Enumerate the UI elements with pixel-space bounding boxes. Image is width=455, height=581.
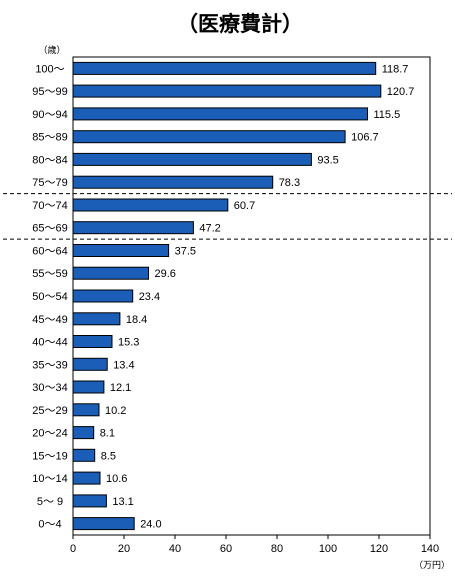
category-label: 0〜4 <box>38 519 61 531</box>
x-tick-labels: 0 20 40 60 80 100 120 140 <box>70 535 439 555</box>
separator-lines <box>3 193 452 240</box>
data-label: 78.3 <box>279 177 300 189</box>
bar <box>72 221 194 235</box>
category-label: 30〜34 <box>32 382 67 394</box>
data-label: 47.2 <box>199 223 220 235</box>
bar <box>72 517 135 531</box>
data-label: 115.5 <box>374 109 401 121</box>
category-label: 100〜 <box>35 63 64 75</box>
category-label: 60〜64 <box>32 246 67 258</box>
category-label: 65〜69 <box>32 223 67 235</box>
data-label: 60.7 <box>234 200 255 212</box>
data-label: 8.1 <box>100 428 115 440</box>
bar <box>72 130 346 144</box>
category-label: 55〜59 <box>32 268 67 280</box>
x-tick-label: 140 <box>421 543 439 555</box>
category-label: 20〜24 <box>32 428 67 440</box>
category-label: 85〜89 <box>32 132 67 144</box>
category-label: 35〜39 <box>32 359 67 371</box>
chart-title: （医療費計） <box>177 12 303 36</box>
data-label: 23.4 <box>139 291 160 303</box>
data-label: 24.0 <box>140 519 161 531</box>
bar <box>72 175 274 189</box>
x-axis-unit-label: （万円） <box>414 560 450 571</box>
x-tick-label: 80 <box>271 543 283 555</box>
bar <box>72 107 368 121</box>
bar <box>72 84 382 98</box>
x-tick-label: 100 <box>319 543 337 555</box>
bar <box>72 448 96 462</box>
category-label: 45〜49 <box>32 314 67 326</box>
bars-layer: 118.7 120.7 115.5 106.7 93.5 78.3 60.7 47.237.5… <box>72 61 415 531</box>
data-label: 13.1 <box>112 496 133 508</box>
bar <box>72 403 100 417</box>
bar <box>72 471 101 485</box>
x-tick-label: 0 <box>70 543 76 555</box>
bar <box>72 289 134 303</box>
y-axis-unit-label: （歳） <box>38 44 65 56</box>
data-label: 106.7 <box>351 132 379 144</box>
data-label: 37.5 <box>175 246 196 258</box>
category-label: 70〜74 <box>32 200 67 212</box>
bar <box>72 380 105 394</box>
data-label: 13.4 <box>113 359 134 371</box>
data-label: 10.6 <box>106 473 127 485</box>
category-label: 15〜19 <box>32 450 67 462</box>
bar <box>72 357 108 371</box>
category-label: 95〜99 <box>32 86 67 98</box>
data-label: 29.6 <box>155 268 176 280</box>
x-tick-label: 40 <box>169 543 181 555</box>
category-label: 75〜79 <box>32 177 67 189</box>
bar <box>72 61 377 75</box>
bar <box>72 426 95 440</box>
category-label: 80〜84 <box>32 154 67 166</box>
data-label: 93.5 <box>317 154 338 166</box>
category-label: 40〜44 <box>32 337 67 349</box>
data-label: 18.4 <box>126 314 147 326</box>
x-tick-label: 120 <box>370 543 388 555</box>
category-label: 90〜94 <box>32 109 67 121</box>
data-label: 10.2 <box>105 405 126 417</box>
y-tick-labels: 100〜 95〜99 90〜94 85〜89 80〜84 75〜79 70〜74 65〜69 6… <box>32 63 67 530</box>
bar <box>72 494 107 508</box>
category-label: 5〜 9 <box>37 496 63 508</box>
bar <box>72 244 170 257</box>
data-label: 15.3 <box>118 337 139 349</box>
category-label: 50〜54 <box>32 291 67 303</box>
bar <box>72 335 113 348</box>
data-label: 8.5 <box>101 450 116 462</box>
data-label: 120.7 <box>387 86 415 98</box>
x-tick-label: 20 <box>118 543 130 555</box>
data-label: 118.7 <box>382 63 409 75</box>
bar <box>72 198 229 212</box>
bar <box>72 152 312 166</box>
category-label: 10〜14 <box>32 473 67 485</box>
bar <box>72 312 121 326</box>
bar <box>72 266 149 280</box>
category-label: 25〜29 <box>32 405 67 417</box>
x-tick-label: 60 <box>220 543 232 555</box>
data-label: 12.1 <box>110 382 131 394</box>
